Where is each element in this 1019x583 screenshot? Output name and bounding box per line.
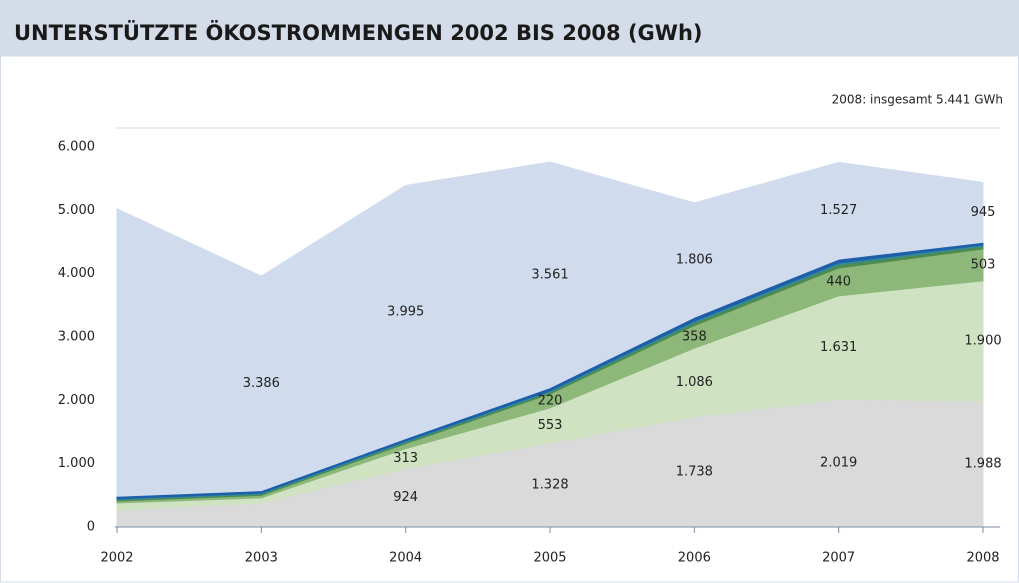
x-tick-label: 2005: [533, 551, 566, 566]
data-label: 553: [538, 418, 563, 433]
data-label: 1.738: [676, 464, 713, 479]
y-tick-label: 2.000: [58, 393, 95, 408]
data-label: 1.527: [820, 203, 857, 218]
area: [116, 161, 984, 497]
data-label: 1.328: [531, 477, 568, 492]
data-label: 440: [826, 274, 851, 289]
data-label: 358: [682, 329, 707, 344]
data-label: 3.386: [243, 376, 280, 391]
x-tick-label: 2003: [245, 551, 278, 566]
y-tick-label: 1.000: [58, 456, 95, 471]
x-tick-label: 2006: [678, 551, 711, 566]
data-label: 1.086: [676, 375, 713, 390]
data-label: 3.561: [531, 267, 568, 282]
data-label: 924: [393, 490, 418, 505]
data-label: 503: [971, 257, 996, 272]
x-tick-label: 2002: [100, 551, 133, 566]
data-label: 3.995: [387, 305, 424, 320]
y-tick-label: 0: [87, 520, 95, 535]
y-tick-label: 3.000: [58, 330, 95, 345]
data-label: 220: [538, 393, 563, 408]
chart-title: UNTERSTÜTZTE ÖKOSTROMMENGEN 2002 BIS 200…: [14, 20, 703, 45]
data-label: 1.631: [820, 340, 857, 355]
data-label: 1.988: [964, 457, 1001, 472]
data-label: 1.900: [964, 333, 1001, 348]
x-tick-label: 2004: [389, 551, 422, 566]
data-label: 1.806: [676, 253, 713, 268]
x-tick-label: 2007: [822, 551, 855, 566]
y-tick-label: 4.000: [58, 266, 95, 281]
annotation: 2008: insgesamt 5.441 GWh: [832, 93, 1003, 107]
header-band: [0, 0, 1019, 56]
x-tick-label: 2008: [966, 551, 999, 566]
data-label: 313: [393, 451, 418, 466]
y-tick-label: 6.000: [58, 140, 95, 155]
data-label: 2.019: [820, 456, 857, 471]
data-label: 945: [971, 205, 996, 220]
y-tick-label: 5.000: [58, 203, 95, 218]
